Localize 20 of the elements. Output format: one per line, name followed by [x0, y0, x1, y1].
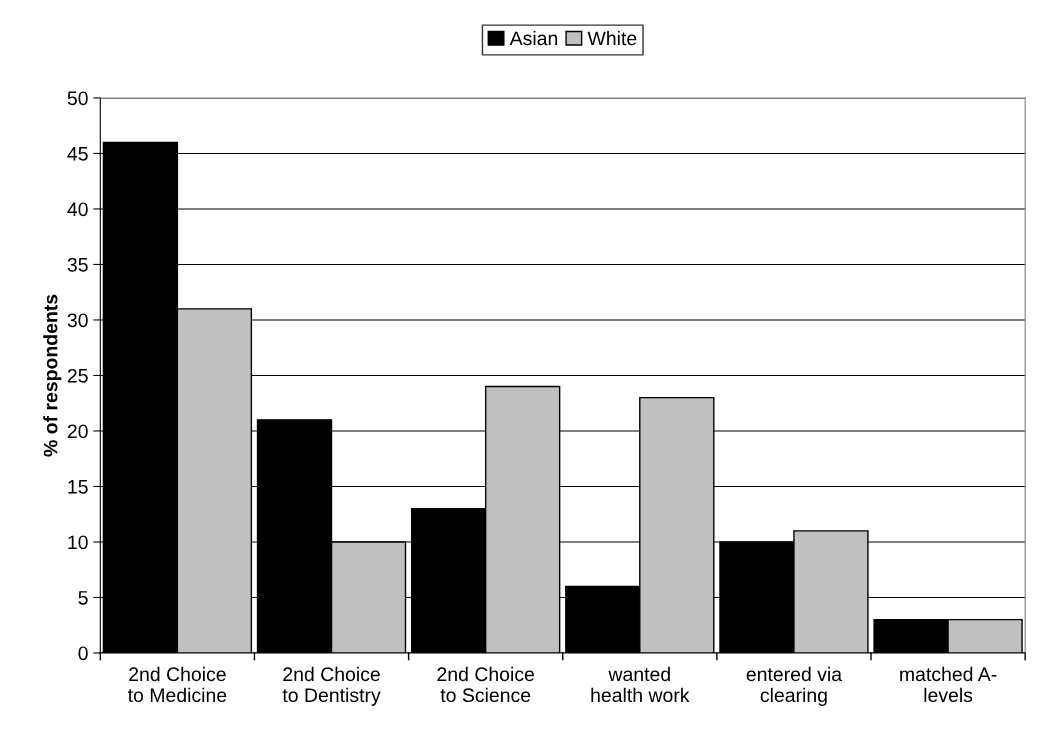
- x-tick-label: 2nd Choice to Dentistry: [282, 666, 381, 706]
- y-tick-label: 15: [68, 480, 88, 494]
- x-tick-label: wanted health work: [591, 666, 690, 703]
- y-tick-label: 5: [78, 591, 88, 605]
- y-tick-label: 35: [67, 257, 88, 272]
- y-tick-label: 20: [67, 424, 88, 439]
- y-tick-label: 10: [68, 535, 88, 550]
- y-tick-label: 45: [67, 147, 88, 161]
- x-tick-label: 2nd Choice to Medicine: [127, 666, 227, 703]
- y-tick-label: 40: [67, 202, 88, 217]
- y-axis-title: % of respondents: [43, 294, 62, 457]
- x-tick-label: matched A- levels: [900, 666, 997, 703]
- y-tick-label: 25: [67, 368, 88, 383]
- y-tick-label: 0: [78, 646, 88, 661]
- x-tick-label: 2nd Choice to Science: [437, 666, 534, 703]
- legend-label: Asian: [509, 30, 558, 46]
- legend-label: White: [587, 30, 637, 46]
- y-tick-label: 30: [67, 313, 88, 328]
- y-tick-label: 50: [67, 91, 88, 106]
- x-tick-label: entered via clearing: [746, 666, 843, 706]
